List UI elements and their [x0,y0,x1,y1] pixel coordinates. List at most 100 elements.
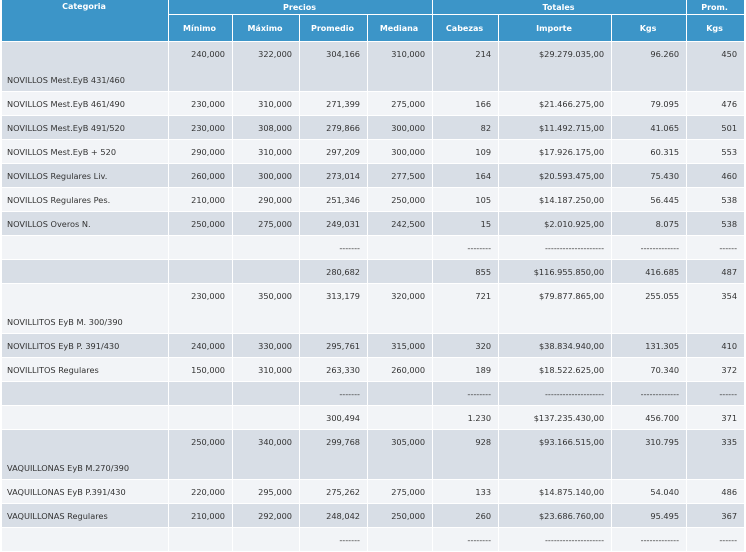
cell-mediana [366,259,434,284]
cell-minimo [168,259,233,284]
cell-maximo: 300,000 [232,163,300,188]
cell-categoria: NOVILLOS Regulares Liv. [1,163,169,188]
cell-maximo: 340,000 [232,429,300,480]
cell-minimo: 210,000 [168,187,233,212]
cell-mediana: 320,000 [366,283,434,334]
header-mediana: Mediana [366,14,434,42]
cell-promedio: 273,014 [299,163,368,188]
cell-importe: $20.593.475,00 [498,163,613,188]
cell-cabezas: 166 [432,91,500,116]
cell-minimo: 240,000 [168,333,233,358]
header-categoria: Categoria [1,0,169,42]
cell-cabezas: -------- [432,381,500,406]
cell-prom-kgs: 371 [686,405,746,430]
cell-mediana [366,235,434,260]
cell-prom-kgs: 354 [686,283,746,334]
cell-promedio: 263,330 [299,357,368,382]
cell-categoria [1,235,169,260]
header-promedio: Promedio [299,14,368,42]
cell-categoria: VAQUILLONAS EyB M.270/390 [1,429,169,480]
cell-promedio: 248,042 [299,503,368,528]
table-row: NOVILLITOS EyB P. 391/430 240,000 330,000 2… [1,333,746,358]
cell-cabezas: 721 [432,283,500,334]
cell-cabezas: 189 [432,357,500,382]
table-body: NOVILLOS Mest.EyB 431/460 240,000 322,000 3… [1,41,746,552]
cell-kgs: 255.055 [611,283,688,334]
table-row: VAQUILLONAS EyB M.270/390 250,000 340,000 2… [1,429,746,480]
cell-maximo: 295,000 [232,479,300,504]
cell-categoria: NOVILLITOS EyB M. 300/390 [1,283,169,334]
cell-promedio: 251,346 [299,187,368,212]
cell-kgs: ------------- [611,381,688,406]
cell-kgs: 75.430 [611,163,688,188]
cell-maximo: 275,000 [232,211,300,236]
cell-categoria: NOVILLITOS Regulares [1,357,169,382]
table-row: NOVILLOS Mest.EyB + 520 290,000 310,000 297… [1,139,746,164]
cell-promedio: 300,494 [299,405,368,430]
cell-kgs: 8.075 [611,211,688,236]
cell-importe: $14.875.140,00 [498,479,613,504]
table-row: NOVILLOS Mest.EyB 491/520 230,000 308,000 2… [1,115,746,140]
cell-cabezas: 82 [432,115,500,140]
cell-maximo [232,259,300,284]
cell-maximo: 310,000 [232,139,300,164]
cell-kgs: 60.315 [611,139,688,164]
cell-minimo: 220,000 [168,479,233,504]
table-row: ------- -------- -------------------- -----… [1,235,746,260]
cell-promedio: 297,209 [299,139,368,164]
cell-minimo [168,405,233,430]
cell-kgs: ------------- [611,527,688,552]
cell-importe: $23.686.760,00 [498,503,613,528]
cell-categoria: VAQUILLONAS Regulares [1,503,169,528]
cell-prom-kgs: ------ [686,235,746,260]
cell-promedio: 275,262 [299,479,368,504]
cell-promedio: ------- [299,381,368,406]
cell-mediana: 260,000 [366,357,434,382]
cell-categoria [1,527,169,552]
cell-mediana: 315,000 [366,333,434,358]
cell-maximo [232,381,300,406]
cell-importe: $21.466.275,00 [498,91,613,116]
cell-prom-kgs: 476 [686,91,746,116]
cell-importe: $93.166.515,00 [498,429,613,480]
cell-kgs: 79.095 [611,91,688,116]
table-row: NOVILLOS Mest.EyB 461/490 230,000 310,000 2… [1,91,746,116]
cell-minimo: 150,000 [168,357,233,382]
cell-prom-kgs: 335 [686,429,746,480]
cell-cabezas: 855 [432,259,500,284]
cell-importe: -------------------- [498,527,613,552]
header-prom: Prom. [686,0,746,15]
cell-categoria: VAQUILLONAS EyB P.391/430 [1,479,169,504]
cell-mediana: 242,500 [366,211,434,236]
cell-categoria [1,381,169,406]
cell-promedio: 271,399 [299,91,368,116]
cell-prom-kgs: 460 [686,163,746,188]
cell-mediana: 275,000 [366,91,434,116]
cell-prom-kgs: 367 [686,503,746,528]
cell-importe: $11.492.715,00 [498,115,613,140]
table-row: ------- -------- -------------------- -----… [1,381,746,406]
table-row: 280,682 855 $116.955.850,00 416.685 487 [1,259,746,284]
cell-prom-kgs: 486 [686,479,746,504]
cell-cabezas: 320 [432,333,500,358]
cell-promedio: 313,179 [299,283,368,334]
table-row: NOVILLOS Overos N. 250,000 275,000 249,031 2… [1,211,746,236]
cell-minimo: 230,000 [168,115,233,140]
cell-kgs: 131.305 [611,333,688,358]
cell-mediana [366,405,434,430]
cell-importe: $14.187.250,00 [498,187,613,212]
cell-minimo: 250,000 [168,211,233,236]
cell-mediana: 305,000 [366,429,434,480]
cell-minimo: 230,000 [168,91,233,116]
cell-mediana [366,381,434,406]
cell-cabezas: 164 [432,163,500,188]
cell-prom-kgs: 553 [686,139,746,164]
cell-kgs: 310.795 [611,429,688,480]
header-prom-kgs: Kgs [686,14,746,42]
header-precios: Precios [167,0,434,15]
cell-prom-kgs: 450 [686,41,746,92]
cell-minimo [168,235,233,260]
cell-minimo: 250,000 [168,429,233,480]
cell-maximo: 310,000 [232,357,300,382]
